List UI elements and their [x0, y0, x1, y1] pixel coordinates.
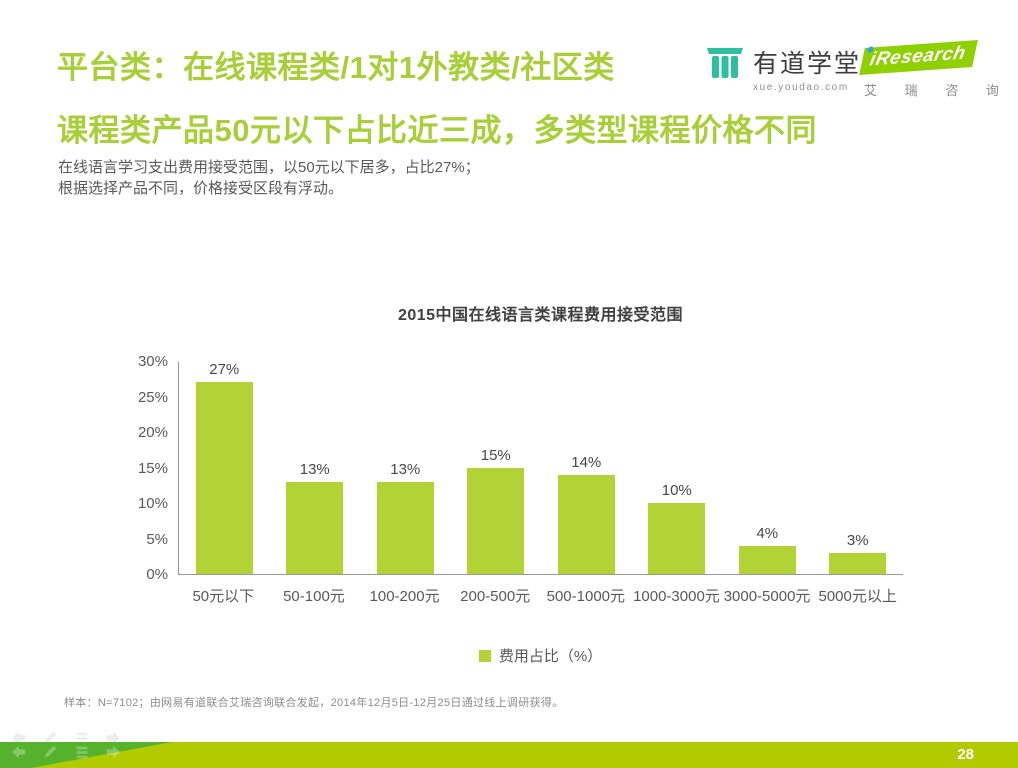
bar-value-label: 10%	[661, 482, 692, 499]
bar	[829, 552, 887, 574]
bar	[286, 481, 344, 574]
document-icon	[76, 746, 88, 759]
y-tick-label: 25%	[137, 388, 168, 406]
legend-swatch	[478, 649, 491, 662]
bar	[557, 474, 615, 574]
bar	[738, 545, 796, 574]
footer-watermark-icons	[8, 743, 124, 761]
intro-paragraph: 在线语言学习支出费用接受范围，以50元以下居多，占比27%； 根据选择产品不同，…	[58, 157, 480, 199]
bar-group: 4%	[722, 525, 812, 574]
youdao-xuetang-logo: 有道学堂 xue.youdao.com	[706, 44, 861, 93]
iresearch-banner: iResearch	[859, 40, 979, 75]
bar-group: 10%	[632, 482, 722, 574]
pencil-icon	[44, 731, 57, 745]
y-tick-label: 30%	[137, 353, 168, 370]
bar-group: 3%	[813, 532, 903, 574]
forward-arrow-icon	[106, 731, 121, 745]
intro-line1: 在线语言学习支出费用接受范围，以50元以下居多，占比27%；	[58, 159, 480, 176]
x-axis-label: 200-500元	[460, 588, 531, 605]
y-tick-label: 10%	[137, 495, 168, 512]
x-axis-label: 50元以下	[192, 588, 255, 605]
page-number: 28	[957, 746, 974, 763]
x-axis-label: 1000-3000元	[633, 588, 720, 605]
y-tick-label: 20%	[137, 424, 168, 441]
y-tick-label: 5%	[146, 530, 168, 548]
bar-value-label: 3%	[846, 531, 869, 549]
bar-group: 15%	[451, 446, 541, 574]
bar-value-label: 4%	[756, 524, 779, 542]
back-arrow-icon	[11, 731, 26, 745]
iresearch-subtext: 艾 瑞 咨 询	[864, 83, 1011, 98]
x-axis-label: 3000-5000元	[723, 588, 811, 605]
bar	[195, 382, 253, 574]
y-tick-label: 0%	[146, 566, 168, 583]
bar-chart-plot: 27% 13% 13% 15% 14% 10% 4% 3%	[178, 361, 903, 575]
x-axis-label: 50-100元	[283, 588, 345, 605]
bar-group: 13%	[270, 461, 360, 574]
page-title-line1: 平台类：在线课程类/1对1外教类/社区类	[57, 50, 615, 85]
back-arrow-icon	[11, 745, 26, 759]
chart-y-axis: 0% 5% 10% 15% 20% 25% 30%	[104, 354, 168, 583]
y-tick-label: 15%	[137, 459, 168, 477]
bar-value-label: 14%	[571, 453, 602, 471]
bar-value-label: 13%	[390, 460, 421, 478]
iresearch-brand-text: iResearch	[867, 42, 968, 71]
youdao-logo-url: xue.youdao.com	[753, 82, 849, 93]
bar-value-label: 15%	[480, 446, 511, 464]
page-title-line2: 课程类产品50元以下占比近三成，多类型课程价格不同	[57, 113, 817, 148]
bar-group: 13%	[360, 461, 450, 574]
bar	[648, 503, 706, 574]
x-axis-label: 5000元以上	[818, 588, 897, 605]
iresearch-logo: iResearch 艾 瑞 咨 询	[859, 40, 1011, 99]
x-axis-label: 500-1000元	[546, 588, 626, 605]
bar-group: 27%	[179, 361, 269, 574]
footer-bar: 28	[0, 742, 1018, 768]
bar	[376, 481, 434, 574]
bar	[467, 467, 525, 574]
chart-title: 2015中国在线语言类课程费用接受范围	[397, 307, 684, 324]
bar-value-label: 13%	[299, 460, 330, 478]
intro-line2: 根据选择产品不同，价格接受区段有浮动。	[58, 180, 344, 197]
bar-group: 14%	[541, 454, 631, 574]
chart-legend: 费用占比（%）	[178, 645, 903, 666]
pencil-icon	[44, 745, 57, 759]
forward-arrow-icon	[106, 745, 121, 759]
pillar-icon	[707, 48, 743, 78]
chart-x-axis: 50元以下 50-100元 100-200元 200-500元 500-1000元 100…	[178, 585, 903, 606]
sample-footnote: 样本：N=7102；由网易有道联合艾瑞咨询联合发起，2014年12月5日-12月…	[64, 697, 564, 709]
youdao-logo-text: 有道学堂 xue.youdao.com	[753, 44, 861, 93]
x-axis-label: 100-200元	[369, 588, 440, 605]
bar-value-label: 27%	[209, 361, 240, 379]
youdao-logo-name: 有道学堂	[753, 50, 862, 78]
legend-label: 费用占比（%）	[498, 648, 603, 665]
